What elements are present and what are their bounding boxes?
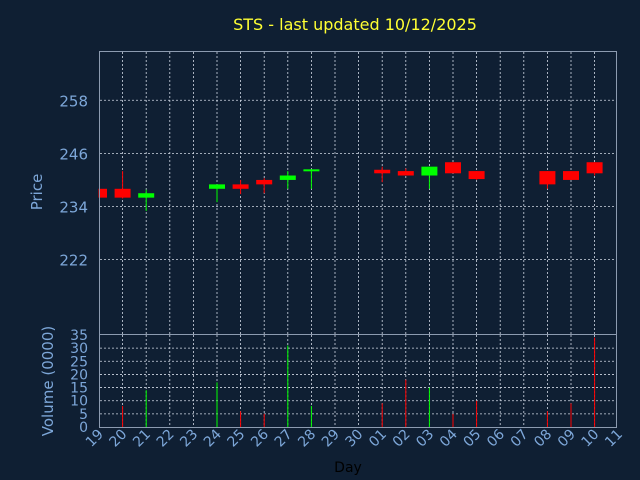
candle-body [563, 171, 579, 180]
candle [374, 166, 391, 183]
x-tick-label: 27 [272, 427, 296, 451]
x-tick-label: 28 [295, 427, 319, 451]
candle [279, 171, 296, 189]
x-tick-label: 01 [366, 427, 390, 451]
candle [468, 171, 485, 180]
x-tick-label: 29 [319, 427, 343, 451]
candle-body [397, 171, 414, 176]
candle-body [279, 175, 296, 180]
candle [397, 168, 414, 176]
candle-body [209, 184, 225, 189]
x-tick-label: 10 [579, 427, 603, 451]
candle-body [256, 179, 273, 185]
x-tick-label: 24 [201, 426, 225, 450]
volume-y-tick-label: 35 [70, 328, 88, 344]
candle [209, 184, 225, 203]
volume-y-tick-label: 25 [70, 354, 88, 370]
candle-body [232, 184, 249, 189]
candle [586, 162, 603, 176]
candle-body [114, 188, 131, 198]
x-tick-label: 25 [225, 427, 249, 451]
candle-body [303, 169, 320, 172]
volume-series [122, 337, 596, 427]
x-tick-label: 26 [248, 426, 272, 450]
price-y-ticks: 222 234 246 258 [59, 92, 88, 269]
candle-body [100, 188, 107, 198]
candle [445, 162, 461, 174]
volume-y-tick-label: 30 [70, 341, 88, 357]
volume-grid [100, 335, 616, 427]
price-panel-frame [99, 51, 617, 335]
candle [256, 178, 273, 194]
chart-title: STS - last updated 10/12/2025 [233, 15, 477, 34]
volume-y-tick-label: 15 [70, 381, 88, 397]
candle-body [539, 171, 556, 185]
candlestick-series [98, 162, 603, 211]
candle [303, 169, 320, 189]
candle [539, 171, 556, 189]
candle [98, 188, 107, 198]
price-y-tick-label: 222 [59, 252, 88, 270]
candle-body [586, 162, 603, 174]
volume-y-tick-label: 5 [79, 407, 88, 423]
volume-panel-frame [99, 334, 617, 428]
volume-axis-label: Volume (0000) [39, 326, 57, 436]
price-y-tick-label: 234 [59, 199, 88, 217]
x-tick-label: 07 [508, 427, 532, 451]
x-tick-label: 11 [602, 427, 626, 451]
candle-body [421, 166, 438, 176]
x-tick-label: 09 [555, 427, 579, 451]
x-tick-label: 05 [461, 427, 485, 451]
candle [114, 171, 131, 199]
x-tick-label: 02 [390, 427, 414, 451]
x-ticks: 19 20 21 22 23 24 25 26 27 28 29 30 01 02 03 04 05 06 07 08… [83, 426, 626, 450]
x-tick-label: 21 [130, 427, 154, 451]
price-axis-label: Price [28, 174, 46, 211]
candle [563, 171, 579, 180]
x-tick-label: 03 [413, 427, 437, 451]
price-grid [100, 52, 616, 334]
volume-y-tick-label: 10 [70, 394, 88, 410]
candle [421, 166, 438, 189]
candle-body [374, 169, 391, 174]
candle-body [138, 193, 155, 198]
volume-y-tick-label: 0 [79, 420, 88, 436]
candle-body [468, 171, 485, 180]
x-tick-label: 08 [531, 427, 555, 451]
x-tick-label: 23 [177, 427, 201, 451]
candle [138, 189, 155, 211]
candle [232, 179, 249, 195]
x-tick-label: 20 [107, 427, 131, 451]
price-y-tick-label: 258 [59, 92, 88, 110]
x-tick-label: 04 [437, 426, 461, 450]
price-y-tick-label: 246 [59, 145, 88, 163]
candle-body [445, 162, 461, 174]
x-tick-label: 22 [154, 427, 178, 451]
x-tick-label: 30 [343, 427, 367, 451]
volume-y-tick-label: 20 [70, 367, 88, 383]
x-tick-label: 06 [484, 426, 508, 450]
x-axis-label: Day [334, 460, 362, 476]
